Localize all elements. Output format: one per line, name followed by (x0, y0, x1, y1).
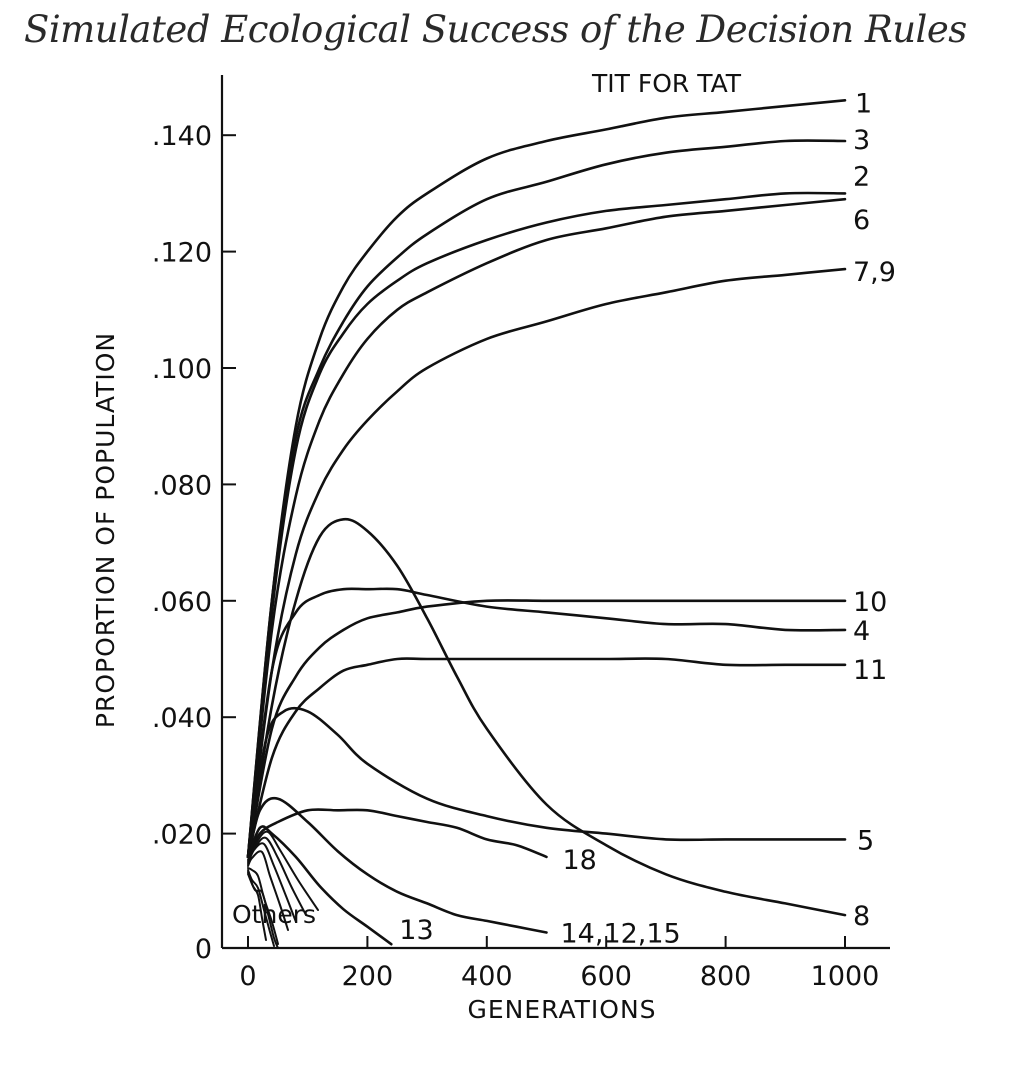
series-line-10 (246, 599, 847, 859)
series-label-8: 8 (853, 901, 870, 932)
series-line-5 (246, 706, 847, 859)
page-title: Simulated Ecological Success of the Deci… (24, 8, 967, 51)
y-tick-label: .100 (152, 354, 212, 385)
series-line-3 (246, 139, 847, 859)
others-line (247, 842, 297, 923)
series-label-10: 10 (853, 587, 887, 618)
series-label-4: 4 (853, 616, 870, 647)
annotation-tit-for-tat: TIT FOR TAT (591, 69, 742, 98)
x-tick-label: 600 (580, 961, 632, 992)
others-line (247, 867, 279, 945)
y-tick-label: .020 (152, 820, 212, 851)
series-label-18: 18 (563, 845, 597, 876)
series-label-11: 11 (853, 655, 887, 686)
series-label-1: 1 (855, 88, 872, 119)
annotation-others: Others (232, 900, 316, 929)
series-line-1 (246, 99, 847, 859)
x-tick-label: 800 (700, 961, 752, 992)
y-tick-label: .060 (152, 587, 212, 618)
series-line-6 (246, 197, 847, 859)
series-line-8 (246, 517, 847, 917)
y-axis-label: PROPORTION OF POPULATION (91, 332, 120, 728)
x-tick-label: 200 (342, 961, 394, 992)
x-tick-label: 0 (239, 961, 256, 992)
y-tick-label: .140 (152, 121, 212, 152)
y-ticks: 0 .020 .040 .060 .080 .100 .120 .140 (152, 121, 236, 965)
series-line-4 (246, 587, 847, 859)
series-label-2: 2 (853, 161, 870, 192)
others-line (247, 873, 279, 949)
series-line-14-12-15 (246, 796, 548, 934)
series-label-7-9: 7,9 (853, 257, 896, 288)
series-label-14-12-15: 14,12,15 (561, 919, 681, 950)
y-tick-label: .120 (152, 238, 212, 269)
series-label-6: 6 (853, 205, 870, 236)
y-tick-label: .080 (152, 470, 212, 501)
series-label-5: 5 (857, 825, 874, 856)
others-line (247, 850, 289, 931)
series-label-3: 3 (853, 125, 870, 156)
series-line-7-9 (246, 267, 847, 859)
x-tick-label: 1000 (811, 961, 880, 992)
axes (220, 75, 890, 950)
y-tick-label: .040 (152, 703, 212, 734)
x-ticks: 0 200 400 600 800 1000 (239, 936, 879, 992)
series-line-11 (246, 657, 847, 859)
others-line (247, 869, 275, 947)
series-line-18 (246, 808, 548, 859)
series-lines (246, 99, 847, 946)
y-tick-label: 0 (195, 934, 212, 965)
series-line-2 (246, 191, 847, 859)
x-axis-label: GENERATIONS (467, 995, 656, 1024)
series-label-13: 13 (399, 915, 433, 946)
others-line (247, 830, 319, 911)
series-line-13 (246, 825, 393, 946)
others-fan (247, 830, 319, 949)
x-tick-label: 400 (461, 961, 513, 992)
